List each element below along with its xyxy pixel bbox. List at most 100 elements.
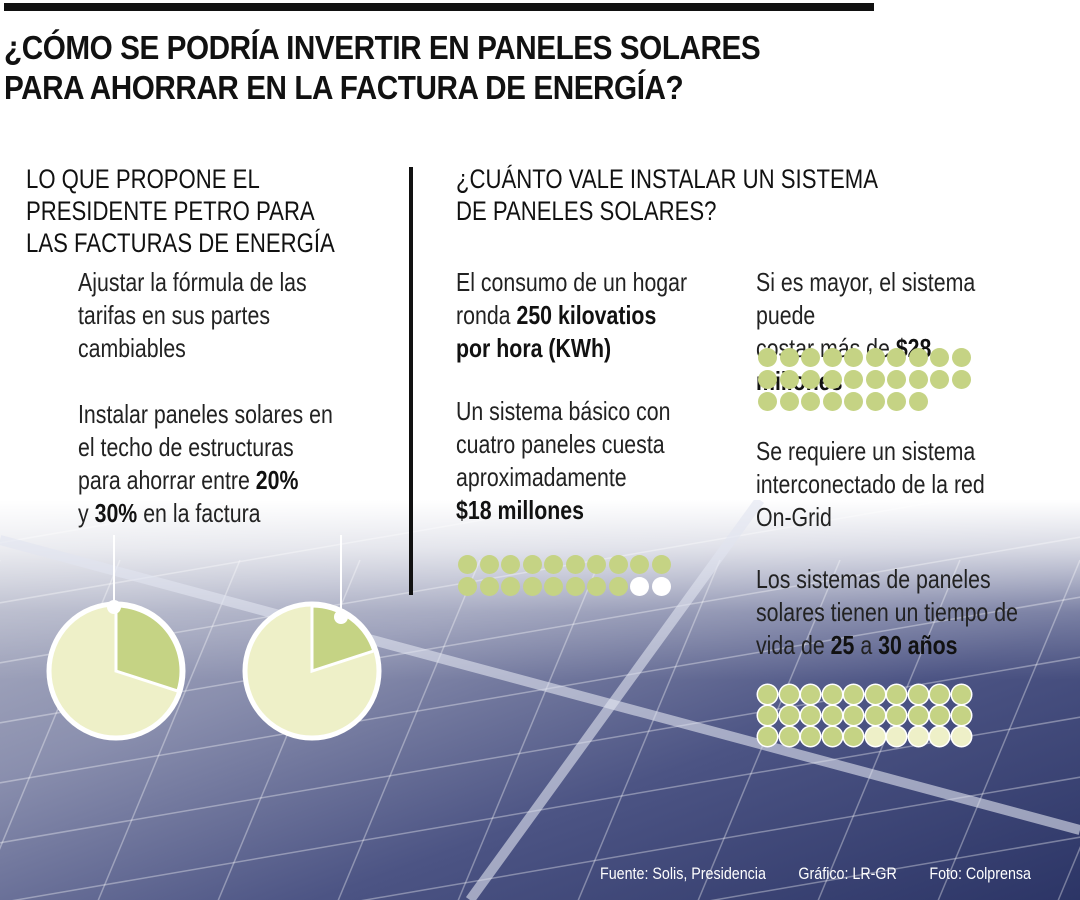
text-span: y xyxy=(78,498,95,528)
system-lifetime: Los sistemas de paneles solares tienen u… xyxy=(756,563,1018,662)
empty-dot xyxy=(865,727,885,746)
filled-dot xyxy=(479,555,499,574)
text-line: solares tienen un tiempo de xyxy=(756,597,1018,627)
filled-dot xyxy=(822,685,842,704)
filled-dot xyxy=(822,348,842,367)
percent-30: 30% xyxy=(94,498,138,528)
filled-dot xyxy=(651,555,671,574)
filled-dot xyxy=(908,706,928,725)
filled-dot xyxy=(822,392,842,411)
filled-dot xyxy=(887,706,906,725)
filled-dot xyxy=(779,706,799,725)
years-25: 25 xyxy=(830,630,855,660)
text-line: Instalar paneles solares en xyxy=(78,399,333,429)
text-span: ronda xyxy=(456,300,517,330)
filled-dot xyxy=(522,577,542,596)
filled-dot xyxy=(565,577,585,596)
filled-dot xyxy=(908,348,928,367)
column-divider xyxy=(409,167,413,595)
text-line: interconectado de la red xyxy=(756,469,985,499)
text-line: Se requiere un sistema xyxy=(756,436,976,466)
filled-dot xyxy=(801,370,820,389)
credits: Fuente: Solis, Presidencia Gráfico: LR-G… xyxy=(600,864,1060,884)
text-line: cuatro paneles cuesta xyxy=(456,429,665,459)
filled-dot xyxy=(565,555,585,574)
filled-dot xyxy=(908,370,928,389)
filled-dot xyxy=(779,370,799,389)
savings-pie-charts xyxy=(46,535,382,741)
filled-dot xyxy=(522,555,542,574)
filled-dot xyxy=(887,685,906,704)
graphic-credit: Gráfico: LR-GR xyxy=(798,864,897,883)
filled-dot xyxy=(779,392,799,411)
filled-dot xyxy=(801,348,820,367)
filled-dot xyxy=(951,706,971,725)
text-span: en la factura xyxy=(137,498,261,528)
proposal-install-panels: Instalar paneles solares en el techo de … xyxy=(78,398,333,530)
text-line: por hora (KWh) xyxy=(456,332,687,365)
filled-dot xyxy=(544,555,563,574)
basic-system-cost: Un sistema básico con cuatro paneles cue… xyxy=(456,395,670,527)
filled-dot xyxy=(865,685,885,704)
empty-dot xyxy=(908,727,928,746)
filled-dot xyxy=(865,392,885,411)
main-title-line-1: ¿CÓMO SE PODRÍA INVERTIR EN PANELES SOLA… xyxy=(4,29,761,66)
filled-dot xyxy=(930,685,949,704)
text-line: Ajustar la fórmula de las xyxy=(78,267,307,297)
filled-dot xyxy=(779,685,799,704)
text-span: a xyxy=(854,630,879,660)
filled-dot xyxy=(887,348,906,367)
filled-dot xyxy=(930,348,949,367)
text-line: y 30% en la factura xyxy=(78,497,333,530)
filled-dot xyxy=(544,577,563,596)
filled-dot xyxy=(779,348,799,367)
filled-dot xyxy=(930,706,949,725)
cost-18-million: $18 millones xyxy=(456,495,584,525)
filled-dot xyxy=(801,685,820,704)
main-title-line-2: PARA AHORRAR EN LA FACTURA DE ENERGÍA? xyxy=(4,69,684,106)
filled-dot xyxy=(844,727,863,746)
pie-20-percent xyxy=(242,601,382,741)
filled-dot xyxy=(587,555,606,574)
filled-dot xyxy=(951,370,971,389)
filled-dot xyxy=(458,555,477,574)
left-title-line: LAS FACTURAS DE ENERGÍA xyxy=(26,228,335,258)
left-title-line: LO QUE PROPONE EL xyxy=(26,164,260,194)
pictogram-18-million xyxy=(458,555,671,596)
right-title-line: DE PANELES SOLARES? xyxy=(456,196,717,226)
percent-20: 20% xyxy=(255,465,299,495)
text-line: cambiables xyxy=(78,333,186,363)
proposal-adjust-formula: Ajustar la fórmula de las tarifas en sus… xyxy=(78,266,307,365)
filled-dot xyxy=(844,370,863,389)
household-consumption: El consumo de un hogar ronda 250 kilovat… xyxy=(456,266,687,365)
on-grid-requirement: Se requiere un sistema interconectado de… xyxy=(756,435,985,534)
photo-credit: Foto: Colprensa xyxy=(929,864,1031,883)
text-line: el techo de estructuras xyxy=(78,432,294,462)
text-span: vida de xyxy=(756,630,831,660)
filled-dot xyxy=(930,370,949,389)
empty-dot xyxy=(887,727,906,746)
filled-dot xyxy=(844,685,863,704)
filled-dot xyxy=(844,392,863,411)
left-section-title: LO QUE PROPONE EL PRESIDENTE PETRO PARA … xyxy=(26,163,335,259)
text-line: Si es mayor, el sistema puede xyxy=(756,267,976,330)
filled-dot xyxy=(865,706,885,725)
left-title-line: PRESIDENTE PETRO PARA xyxy=(26,196,315,226)
empty-dot xyxy=(951,727,971,746)
filled-dot xyxy=(844,348,863,367)
right-title-line: ¿CUÁNTO VALE INSTALAR UN SISTEMA xyxy=(456,164,878,194)
pictogram-lifetime-years xyxy=(758,685,972,746)
filled-dot xyxy=(501,555,520,574)
main-title: ¿CÓMO SE PODRÍA INVERTIR EN PANELES SOLA… xyxy=(4,28,814,108)
empty-dot xyxy=(630,577,649,596)
filled-dot xyxy=(822,706,842,725)
years-30: 30 años xyxy=(878,630,958,660)
filled-dot xyxy=(758,727,777,746)
filled-dot xyxy=(801,392,820,411)
filled-dot xyxy=(951,348,971,367)
text-line: aproximadamente xyxy=(456,462,627,492)
empty-dot xyxy=(651,577,671,596)
text-line: $18 millones xyxy=(456,494,670,527)
source-credit: Fuente: Solis, Presidencia xyxy=(600,864,766,883)
text-line: Los sistemas de paneles xyxy=(756,564,991,594)
